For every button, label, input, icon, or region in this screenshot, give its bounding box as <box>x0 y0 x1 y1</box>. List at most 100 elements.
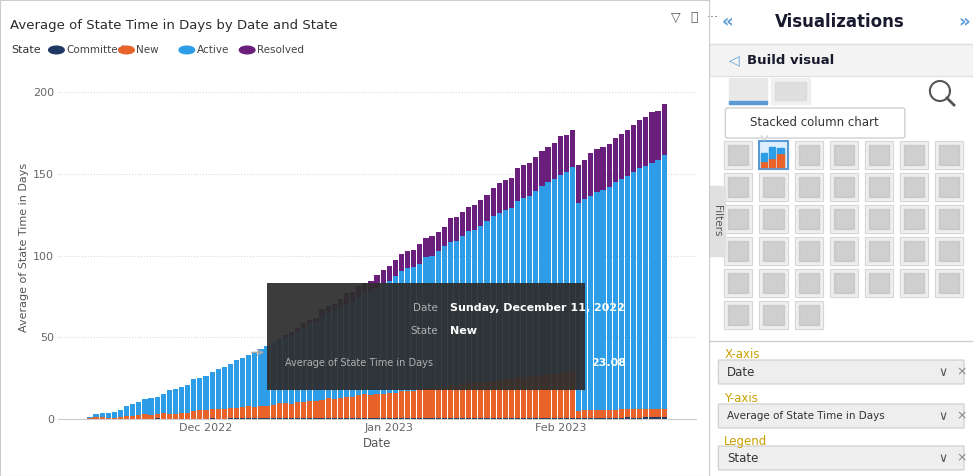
Bar <box>764 241 783 261</box>
Bar <box>600 417 605 419</box>
Bar <box>589 196 594 410</box>
Text: ▽: ▽ <box>671 11 681 24</box>
Text: 23.08: 23.08 <box>591 358 626 368</box>
FancyBboxPatch shape <box>718 446 964 470</box>
Bar <box>503 179 508 210</box>
Bar <box>313 317 318 322</box>
Bar <box>453 217 459 241</box>
Bar <box>503 418 508 419</box>
Bar <box>834 241 853 261</box>
Bar <box>375 418 379 419</box>
Bar <box>904 177 924 197</box>
Text: Filters: Filters <box>712 205 722 237</box>
Bar <box>429 236 435 256</box>
Bar <box>576 165 581 203</box>
Bar <box>485 418 489 419</box>
Bar <box>595 418 599 419</box>
Bar <box>460 237 465 384</box>
Bar <box>515 169 521 201</box>
Bar <box>900 205 928 233</box>
Bar <box>770 158 775 167</box>
Bar <box>539 375 545 418</box>
Bar <box>760 269 787 297</box>
Bar <box>442 418 447 419</box>
Bar <box>375 275 379 288</box>
Bar <box>436 388 441 418</box>
Bar <box>760 173 787 201</box>
Bar <box>900 141 928 169</box>
Bar <box>865 205 893 233</box>
Bar <box>166 414 172 418</box>
Bar <box>362 395 368 418</box>
Bar <box>744 87 751 92</box>
Bar <box>466 418 471 419</box>
Bar <box>760 205 787 233</box>
Bar <box>509 178 514 208</box>
Bar <box>289 331 294 335</box>
Bar <box>295 331 301 402</box>
Bar <box>496 213 502 380</box>
Bar <box>423 257 428 388</box>
Bar <box>460 212 465 237</box>
Bar <box>558 137 563 175</box>
Bar <box>762 161 768 167</box>
Bar <box>582 199 588 410</box>
Bar <box>729 241 748 261</box>
Bar <box>631 172 636 409</box>
Bar <box>399 418 404 419</box>
Bar <box>709 44 973 76</box>
Bar <box>216 368 221 409</box>
Bar <box>417 244 422 264</box>
Bar <box>546 147 551 182</box>
Bar <box>149 415 154 419</box>
Bar <box>830 141 858 169</box>
Bar <box>558 373 563 418</box>
Bar <box>552 179 557 374</box>
Bar <box>179 387 184 413</box>
Bar <box>744 92 751 102</box>
Bar <box>130 416 135 418</box>
Bar <box>301 323 306 328</box>
Bar <box>503 379 508 418</box>
Bar <box>729 305 748 325</box>
Bar <box>350 397 355 418</box>
Bar <box>589 417 594 419</box>
Bar <box>307 323 312 401</box>
Bar <box>865 141 893 169</box>
Bar <box>326 307 331 313</box>
Bar <box>380 418 385 419</box>
Bar <box>935 205 963 233</box>
Bar <box>149 398 154 415</box>
Bar <box>570 371 575 418</box>
Bar <box>490 381 495 418</box>
Bar <box>546 182 551 374</box>
Bar <box>613 417 618 419</box>
Bar <box>830 205 858 233</box>
Bar <box>265 346 270 406</box>
Bar <box>939 177 959 197</box>
Bar <box>509 418 514 419</box>
Bar <box>939 209 959 229</box>
Bar <box>466 207 471 231</box>
Text: ×: × <box>955 452 966 465</box>
Bar <box>332 310 337 399</box>
Bar <box>760 237 787 265</box>
Bar <box>155 397 160 414</box>
Text: »: » <box>958 13 970 31</box>
Bar <box>130 404 135 416</box>
Bar <box>734 95 740 102</box>
Bar <box>935 141 963 169</box>
Bar <box>760 237 787 265</box>
Bar <box>760 173 787 201</box>
Bar <box>362 282 368 292</box>
Bar <box>900 173 928 201</box>
Bar <box>319 418 325 419</box>
Bar <box>369 291 374 395</box>
Bar <box>764 177 783 197</box>
Bar <box>656 110 661 160</box>
Bar <box>935 173 963 201</box>
Bar <box>142 399 148 414</box>
Bar <box>319 309 325 317</box>
Bar <box>606 410 612 417</box>
Bar <box>479 382 484 418</box>
